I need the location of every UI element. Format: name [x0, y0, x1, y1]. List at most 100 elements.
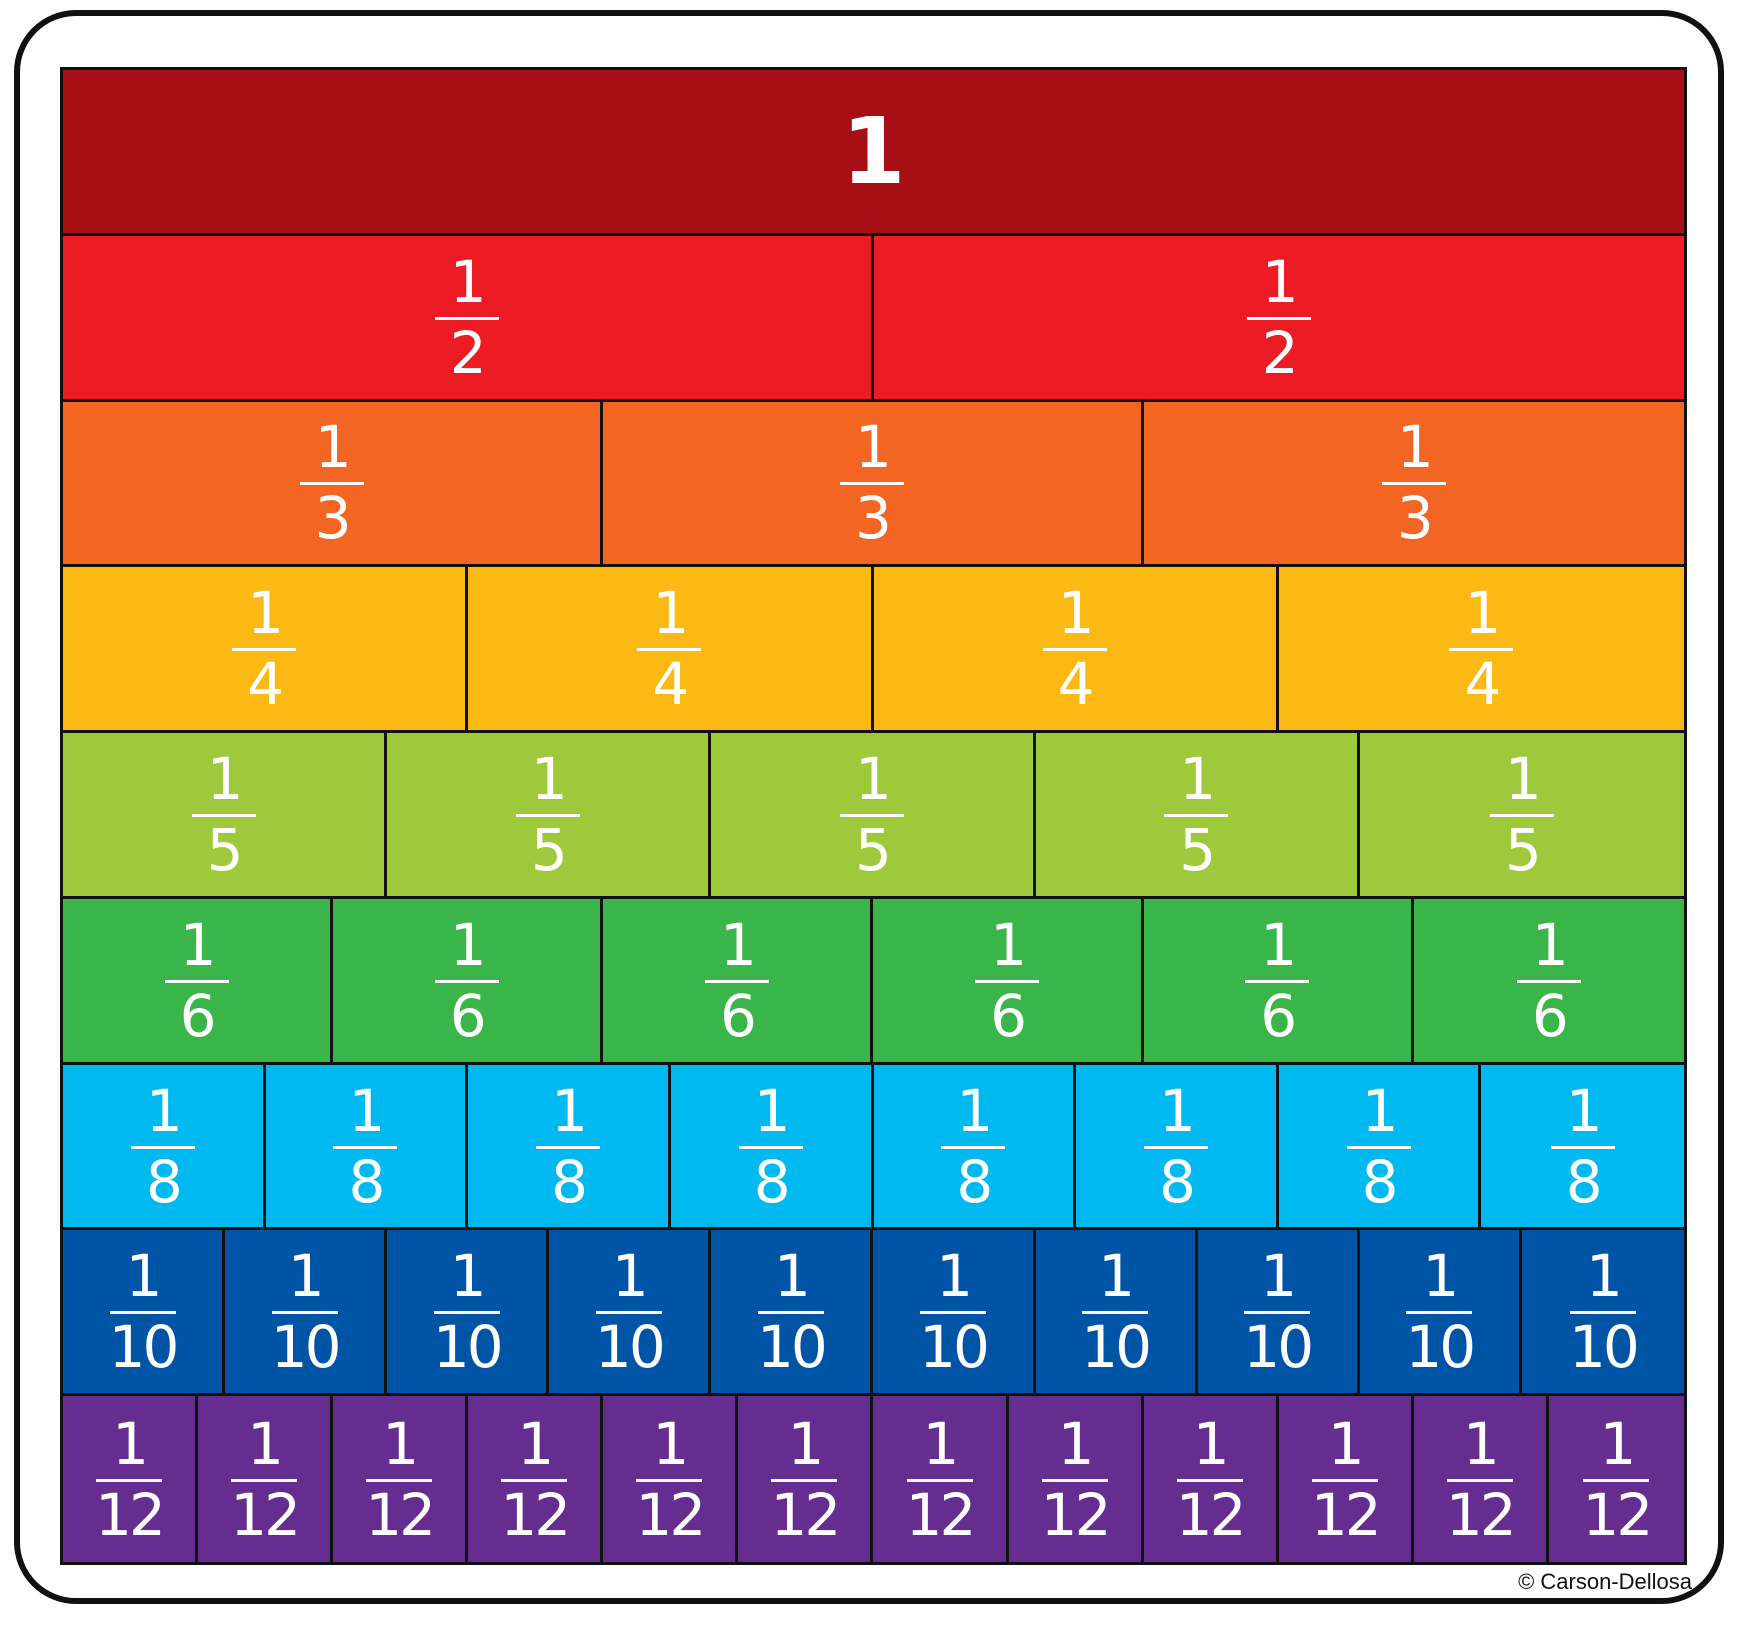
fraction-bar: [1446, 1478, 1513, 1482]
fraction-label: 1 10: [433, 1247, 504, 1376]
fraction-piece: 1 10: [549, 1230, 712, 1397]
fraction-bar: [1164, 813, 1229, 817]
numerator: 1: [1599, 1409, 1636, 1478]
fraction-piece: 1: [63, 70, 1684, 236]
denominator: 5: [1179, 815, 1216, 884]
numerator: 1: [1327, 1409, 1365, 1478]
denominator: 8: [1158, 1147, 1196, 1216]
fraction-label: 1 10: [757, 1247, 828, 1376]
numerator: 1: [1565, 1076, 1603, 1145]
fraction-bar: [704, 979, 769, 983]
denominator: 8: [551, 1147, 588, 1216]
denominator: 3: [314, 484, 352, 553]
fraction-piece: 1 10: [1359, 1230, 1522, 1397]
fraction-bar: [1516, 979, 1581, 983]
fraction-piece: 1 12: [468, 1396, 604, 1562]
numerator: 1: [1260, 910, 1297, 979]
fraction-bar: [1244, 1311, 1311, 1315]
fraction-label: 1 10: [1405, 1247, 1476, 1376]
fraction-piece: 1 10: [711, 1230, 874, 1397]
denominator: 12: [1310, 1480, 1382, 1549]
fraction-piece: 1 12: [1008, 1396, 1144, 1562]
numerator: 1: [652, 1409, 689, 1478]
strip-whole: 1: [63, 70, 1684, 236]
fraction-bar: [1041, 1478, 1108, 1482]
numerator: 1: [753, 1076, 791, 1145]
fraction-piece: 1 12: [1278, 1396, 1414, 1562]
fraction-bar: [109, 1311, 176, 1315]
fraction-bar: [1381, 482, 1446, 486]
numerator: 1: [787, 1409, 824, 1478]
numerator: 1: [1464, 579, 1501, 648]
fraction-bar: [975, 979, 1040, 983]
fraction-bar: [1042, 648, 1107, 652]
numerator: 1: [990, 910, 1027, 979]
fraction-piece: 1 12: [63, 1396, 199, 1562]
fraction-bar: [96, 1478, 163, 1482]
denominator: 10: [919, 1313, 990, 1382]
numerator: 1: [179, 910, 217, 979]
denominator: 8: [956, 1147, 993, 1216]
fraction-label: 1 12: [365, 1415, 436, 1544]
denominator: 5: [1504, 815, 1542, 884]
numerator: 1: [145, 1076, 183, 1145]
denominator: 4: [1464, 650, 1501, 719]
fraction-bar: [1245, 979, 1310, 983]
fraction-bar: [595, 1311, 662, 1315]
fraction-piece: 1 10: [387, 1230, 550, 1397]
numerator: 1: [1098, 1242, 1135, 1311]
denominator: 6: [1531, 981, 1569, 1050]
fraction-bar: [333, 1145, 398, 1149]
denominator: 12: [770, 1480, 842, 1549]
denominator: 12: [1582, 1480, 1653, 1549]
fraction-label: 1 12: [635, 1409, 706, 1544]
fraction-bar: [839, 813, 904, 817]
fraction-piece: 1 12: [873, 1396, 1009, 1562]
numerator: 1: [1192, 1409, 1230, 1478]
denominator: 12: [1445, 1480, 1517, 1549]
fraction-bar: [738, 1145, 803, 1149]
fraction-piece: 1 12: [1413, 1396, 1549, 1562]
numerator: 1: [247, 1409, 284, 1478]
fraction-bar: [1082, 1311, 1149, 1315]
numerator: 1: [1158, 1076, 1196, 1145]
numerator: 1: [855, 413, 892, 482]
fraction-piece: 1 12: [333, 1396, 469, 1562]
fraction-bar: [636, 1478, 703, 1482]
fraction-bar: [771, 1478, 838, 1482]
numerator: 1: [112, 1409, 149, 1478]
denominator: 4: [1057, 650, 1095, 719]
fraction-bar: [1143, 1145, 1208, 1149]
strip-10: 1 10 1 10 1 10 1 10 1 10 1 10 1 10 1 10 1 10 1 10: [63, 1230, 1684, 1397]
numerator: 1: [1531, 910, 1569, 979]
denominator: 2: [1261, 318, 1299, 387]
strip-12: 1 12 1 12 1 12 1 12 1 12 1 12 1 12 1 12 1 12 1 12 1 12 1 12: [63, 1396, 1684, 1562]
